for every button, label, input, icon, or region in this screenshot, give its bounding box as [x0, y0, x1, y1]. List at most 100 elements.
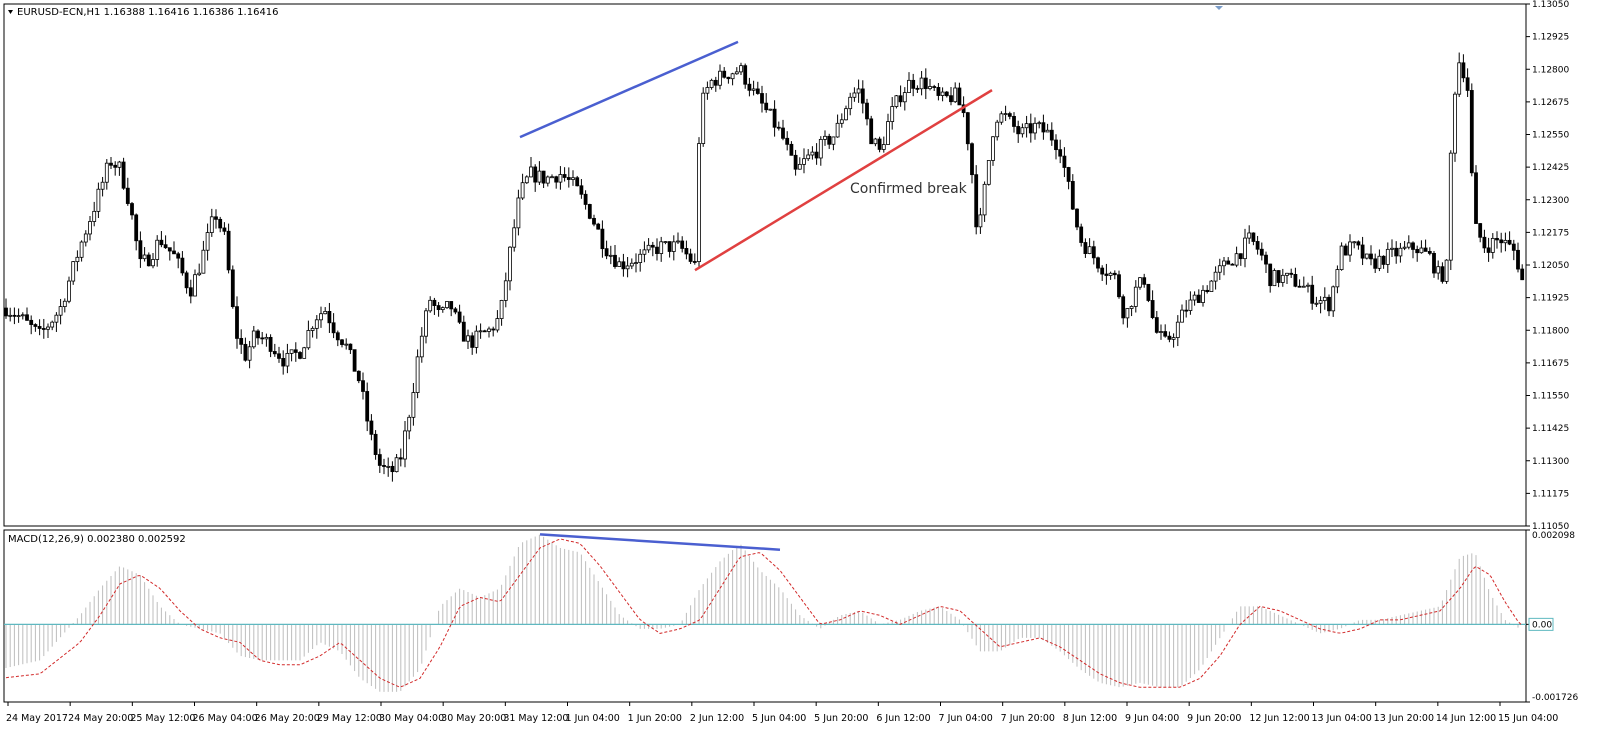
candle — [831, 136, 836, 151]
candle — [919, 71, 924, 96]
macd-trendline-lower-high[interactable] — [539, 533, 781, 551]
candle — [62, 298, 67, 313]
macd-zero-marker — [1528, 617, 1554, 631]
time-tick-label: 24 May 2017 — [6, 713, 68, 724]
candle — [1280, 268, 1285, 287]
macd-title: MACD(12,26,9) 0.002380 0.002592 — [8, 534, 186, 545]
candle — [1175, 315, 1180, 347]
candle — [46, 323, 50, 339]
candle — [726, 76, 731, 84]
candle — [621, 253, 626, 277]
price-pane: EURUSD-ECN,H1 1.16388 1.16416 1.16386 1.… — [3, 0, 1569, 532]
candle — [659, 236, 664, 262]
candle — [537, 161, 542, 185]
candle — [281, 350, 286, 375]
candle — [482, 329, 487, 333]
candle — [1453, 91, 1457, 162]
candle — [235, 296, 239, 349]
trendline-higher-high[interactable] — [519, 40, 739, 139]
candle — [1209, 280, 1214, 292]
symbol-dropdown-icon[interactable] — [8, 10, 13, 14]
candle — [1423, 239, 1428, 252]
candle — [1020, 123, 1025, 138]
price-tick-label: 1.12300 — [1532, 196, 1569, 206]
candle — [999, 111, 1004, 125]
candle — [503, 272, 508, 308]
candle — [692, 253, 697, 265]
candle — [1070, 174, 1075, 211]
candle — [386, 457, 391, 477]
candle — [1238, 253, 1243, 266]
candle — [1335, 265, 1340, 294]
candle — [41, 318, 46, 339]
candle — [113, 161, 118, 176]
time-tick-label: 24 May 20:00 — [68, 713, 133, 724]
candle — [1184, 300, 1189, 318]
candle — [810, 146, 815, 160]
candle — [1516, 242, 1520, 273]
price-tick-label: 1.11300 — [1532, 457, 1569, 467]
time-tick-label: 30 May 20:00 — [441, 713, 506, 724]
candle — [1222, 256, 1226, 276]
candle — [768, 108, 773, 111]
shift-marker-icon[interactable] — [1215, 6, 1223, 10]
candle — [646, 238, 651, 253]
candle — [1398, 242, 1403, 263]
time-tick-label: 2 Jun 12:00 — [690, 713, 744, 724]
time-tick-label: 1 Jun 04:00 — [566, 713, 620, 724]
time-tick-label: 13 Jun 04:00 — [1312, 713, 1372, 724]
candle — [1066, 166, 1071, 190]
candle — [604, 240, 609, 260]
candle — [974, 165, 979, 235]
candle — [1406, 235, 1411, 250]
candle — [1150, 290, 1155, 320]
candle — [873, 137, 878, 147]
candle — [394, 454, 399, 473]
candle — [1276, 270, 1281, 288]
candle — [701, 87, 706, 147]
candle — [634, 253, 638, 273]
candle — [1390, 239, 1394, 258]
time-tick-label: 5 Jun 04:00 — [752, 713, 806, 724]
candle — [377, 448, 382, 473]
candle — [495, 310, 500, 333]
price-tick-label: 1.11050 — [1532, 522, 1569, 532]
candle — [697, 137, 701, 268]
candle — [197, 263, 202, 277]
candle — [1272, 268, 1277, 287]
candle — [453, 307, 458, 315]
candle — [256, 329, 260, 345]
candle — [739, 62, 743, 76]
candle — [1146, 283, 1151, 303]
candle — [176, 251, 181, 269]
price-tick-label: 1.11925 — [1532, 294, 1569, 304]
candle — [642, 241, 647, 263]
candle — [1230, 263, 1235, 266]
candle — [638, 249, 643, 272]
candle — [1268, 263, 1273, 293]
candle — [310, 326, 315, 338]
trendline-support[interactable] — [694, 89, 993, 272]
candle — [1007, 111, 1012, 120]
time-tick-label: 29 May 12:00 — [317, 713, 382, 724]
candle — [1310, 275, 1315, 310]
candle — [1083, 238, 1088, 258]
candle — [709, 78, 714, 90]
time-tick-label: 26 May 20:00 — [255, 713, 320, 724]
candle — [772, 100, 777, 137]
macd-y-axis: 0.002098 0.00 -0.001726 — [1526, 529, 1578, 703]
candle — [478, 323, 483, 339]
candle — [827, 133, 832, 149]
candle — [743, 63, 748, 89]
candle — [1142, 273, 1147, 288]
candle — [1297, 279, 1302, 288]
candle — [1251, 232, 1256, 246]
candle — [1394, 241, 1399, 264]
candle — [596, 222, 601, 230]
time-tick-label: 5 Jun 20:00 — [814, 713, 868, 724]
candle — [440, 306, 445, 313]
candle — [302, 346, 307, 359]
candle — [125, 177, 130, 206]
